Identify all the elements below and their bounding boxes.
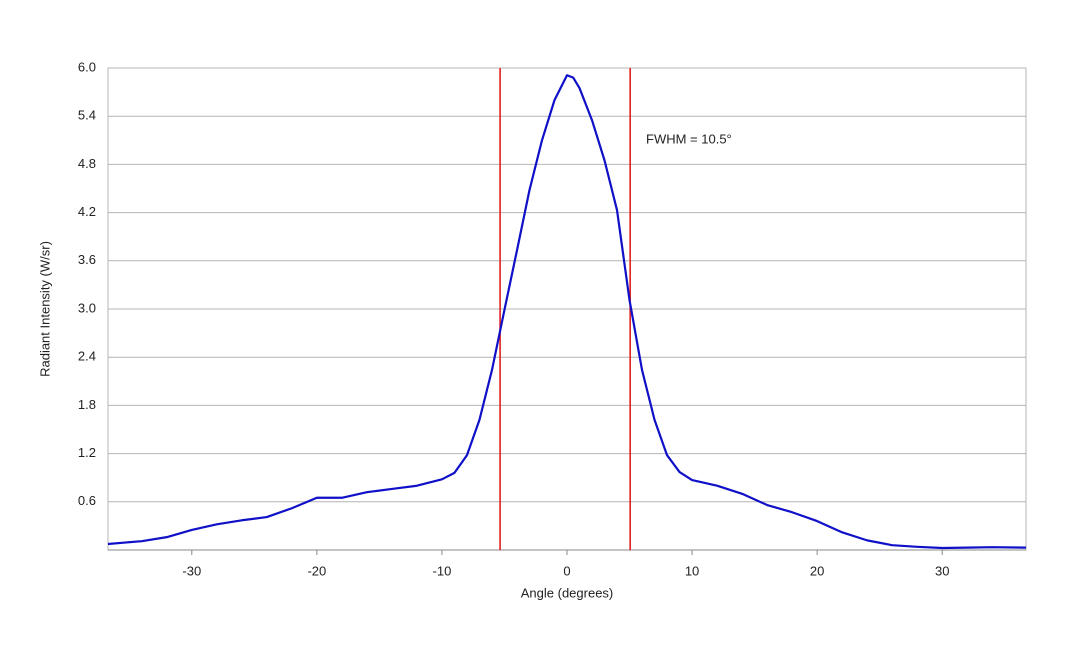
x-tick-label: -30	[182, 563, 201, 578]
line-series	[107, 74, 1027, 550]
y-tick-label: 0.6	[78, 493, 96, 508]
y-tick-label: 2.4	[78, 349, 96, 364]
y-tick-label: 1.2	[78, 445, 96, 460]
x-tick-label: 20	[810, 563, 824, 578]
y-tick-label: 3.6	[78, 252, 96, 267]
x-tick-label: 0	[563, 563, 570, 578]
x-axis-label: Angle (degrees)	[521, 585, 614, 600]
y-axis-label: Radiant Intensity (W/sr)	[37, 241, 52, 377]
y-tick-label: 1.8	[78, 397, 96, 412]
x-tick-label: 30	[935, 563, 949, 578]
annotation: FWHM = 10.5°	[646, 131, 732, 146]
y-tick-label: 4.8	[78, 156, 96, 171]
x-tick-label: -20	[307, 563, 326, 578]
x-tick-label: 10	[685, 563, 699, 578]
y-tick-label: 5.4	[78, 108, 96, 123]
y-tick-label: 6.0	[78, 59, 96, 74]
y-tick-label: 4.2	[78, 204, 96, 219]
x-tick-label: -10	[433, 563, 452, 578]
y-tick-label: 3.0	[78, 300, 96, 315]
